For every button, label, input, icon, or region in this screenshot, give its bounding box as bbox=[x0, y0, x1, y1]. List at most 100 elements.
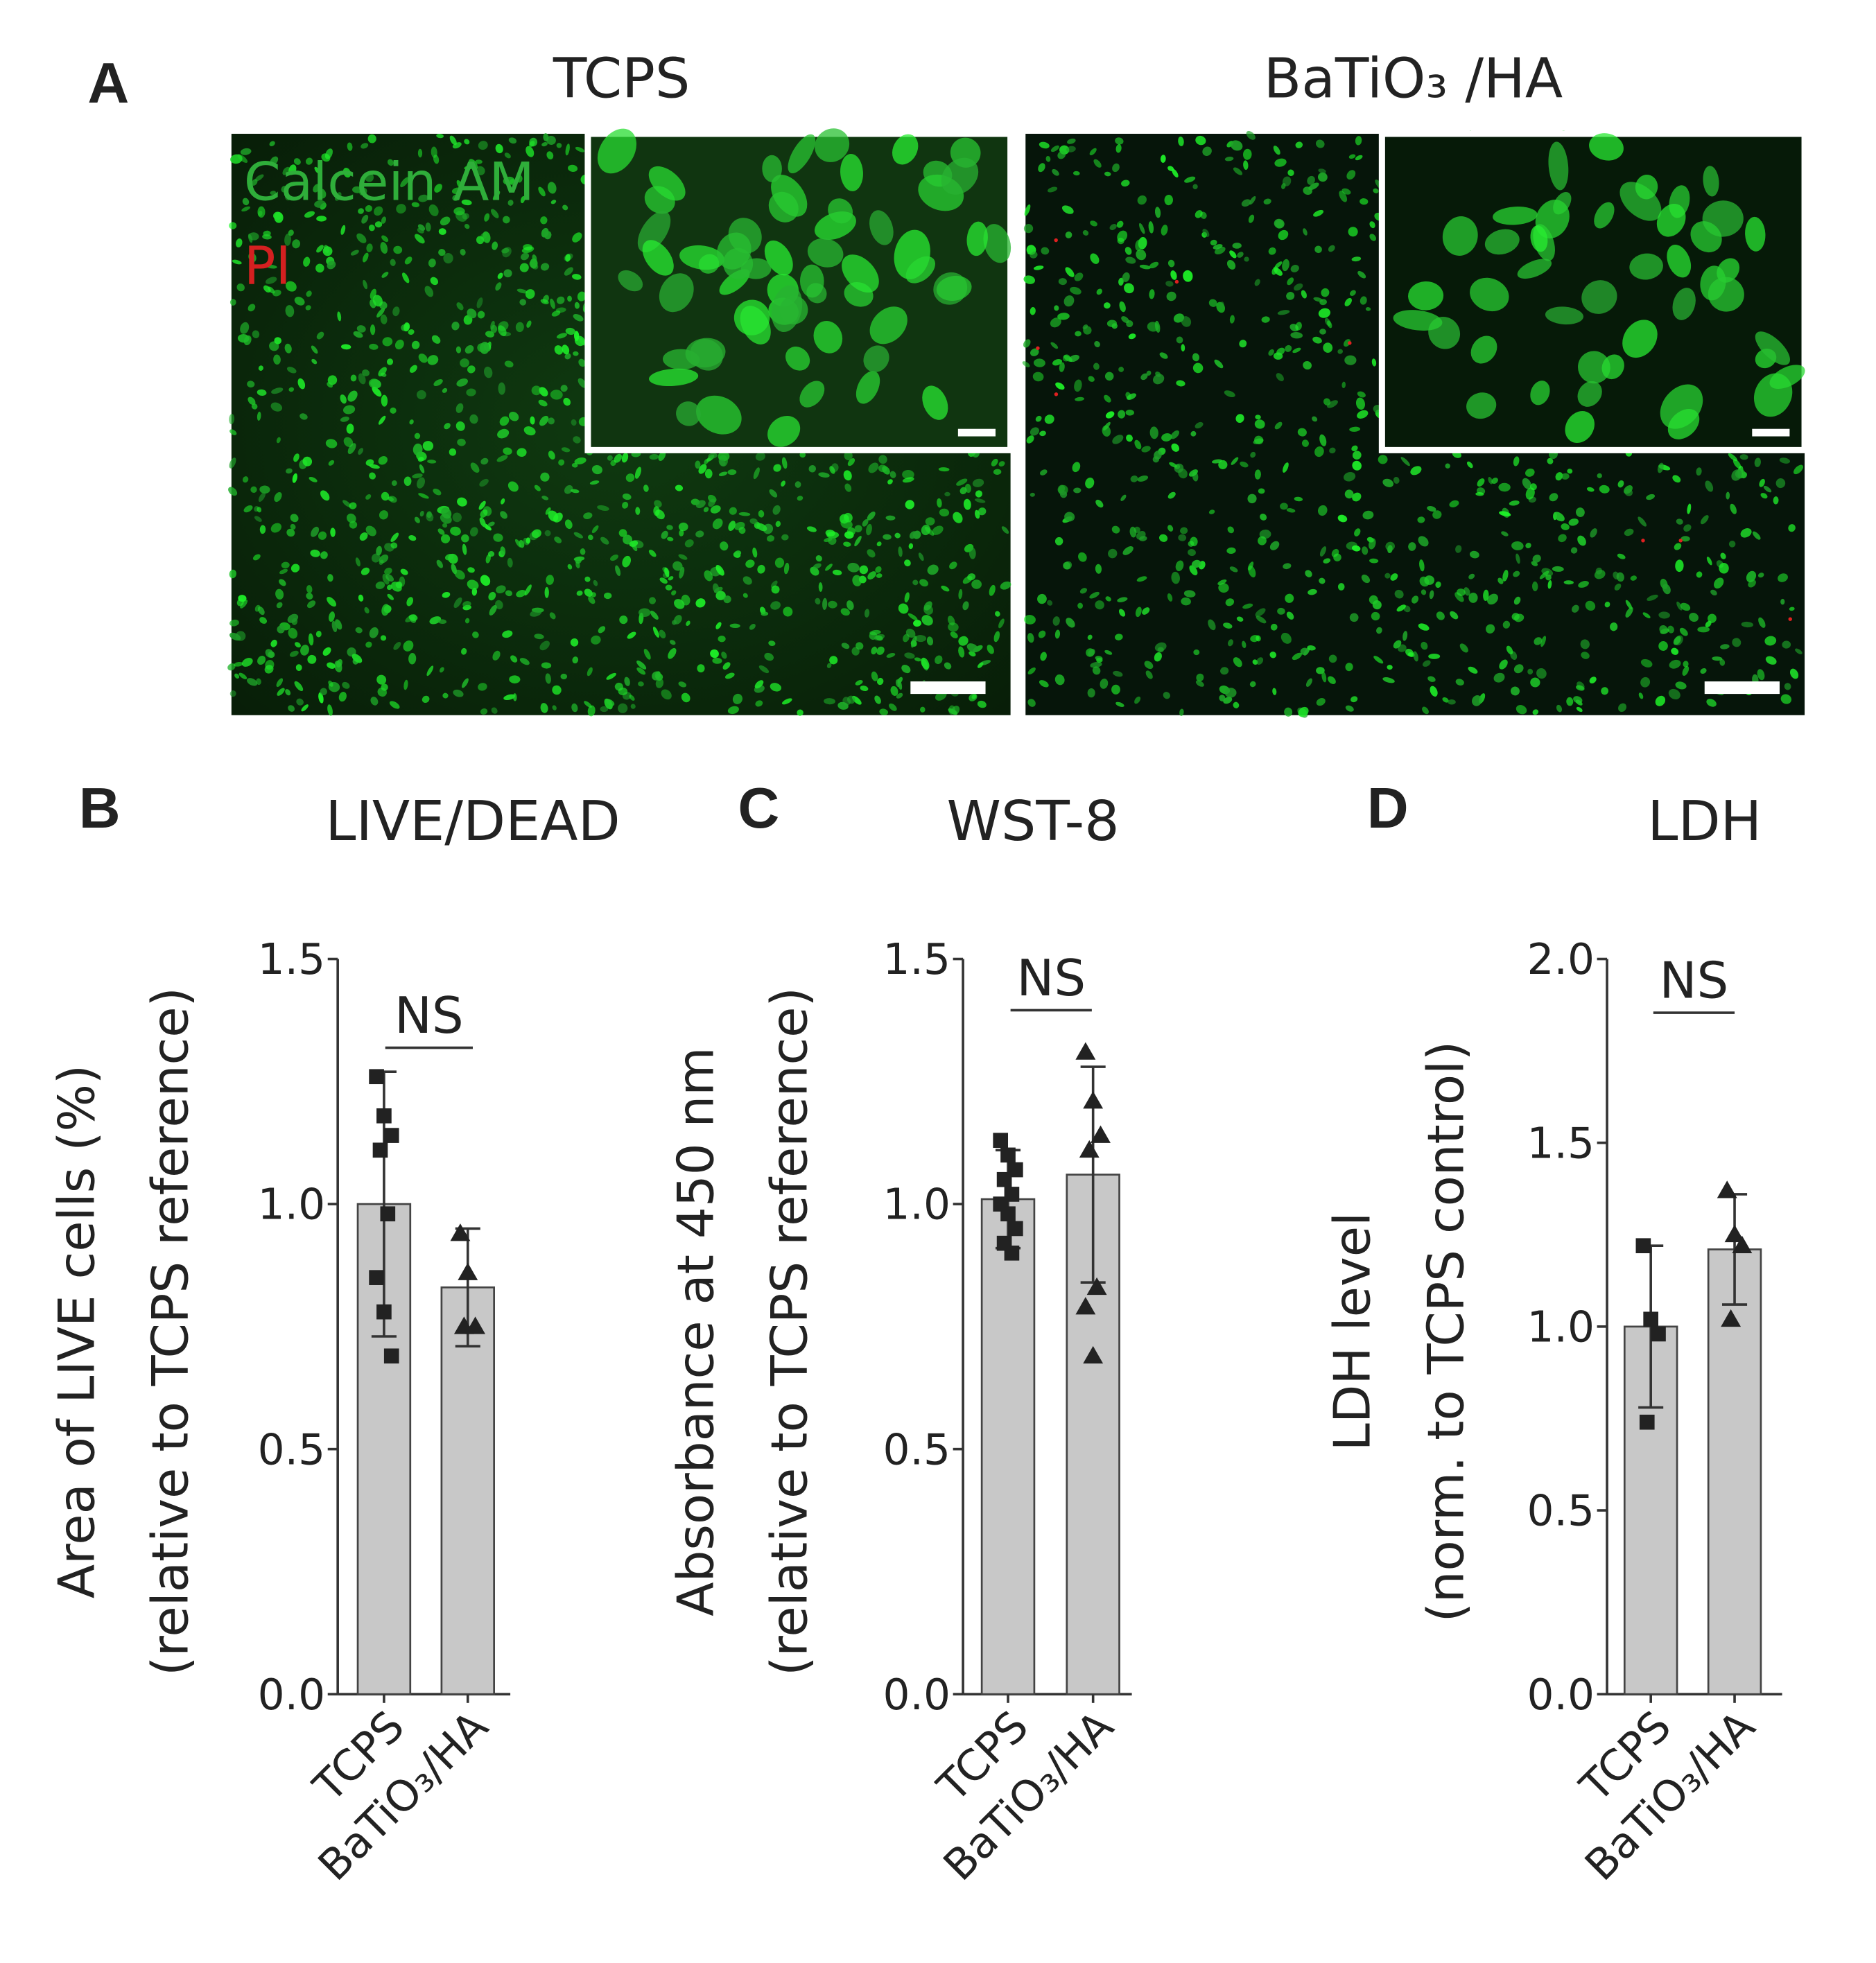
cell bbox=[504, 360, 514, 368]
cell bbox=[327, 382, 333, 388]
cell bbox=[1073, 487, 1082, 494]
cell bbox=[727, 706, 739, 715]
y-axis-label: (relative to TCPS reference) bbox=[761, 987, 819, 1676]
cell bbox=[1484, 229, 1520, 255]
cell bbox=[523, 426, 536, 436]
cell bbox=[659, 577, 668, 584]
cell bbox=[241, 658, 253, 667]
cell bbox=[1027, 249, 1034, 254]
cell bbox=[440, 216, 451, 226]
y-tick-label: 1.0 bbox=[883, 1180, 951, 1230]
cell bbox=[387, 159, 394, 166]
chart-title: LIVE/DEAD bbox=[325, 789, 620, 853]
cell bbox=[408, 535, 417, 541]
cell bbox=[273, 354, 281, 365]
cell bbox=[427, 355, 439, 365]
cell bbox=[666, 525, 673, 530]
cell bbox=[1282, 259, 1289, 272]
cell bbox=[376, 308, 385, 318]
cell bbox=[526, 320, 532, 328]
cell bbox=[842, 254, 879, 293]
cell bbox=[576, 591, 583, 596]
cell bbox=[1657, 462, 1664, 473]
cell bbox=[1231, 457, 1239, 465]
cell bbox=[1298, 706, 1309, 717]
cell bbox=[1024, 204, 1031, 216]
cell bbox=[1625, 600, 1633, 610]
cell bbox=[1307, 175, 1315, 185]
cell bbox=[897, 679, 903, 690]
cell bbox=[1638, 692, 1644, 699]
cell bbox=[455, 421, 465, 431]
cell bbox=[1088, 376, 1095, 382]
cell bbox=[1464, 587, 1470, 596]
cell bbox=[1339, 191, 1348, 202]
cell bbox=[1394, 589, 1404, 599]
cell bbox=[1548, 141, 1569, 191]
cell bbox=[370, 324, 376, 335]
cell bbox=[467, 579, 479, 590]
cell bbox=[1319, 329, 1326, 335]
cell bbox=[372, 386, 382, 397]
cell bbox=[939, 508, 950, 517]
cell bbox=[1229, 315, 1235, 324]
cell bbox=[1312, 416, 1318, 422]
cell bbox=[1350, 696, 1358, 703]
cell bbox=[636, 660, 647, 670]
cell bbox=[1256, 616, 1267, 624]
cell bbox=[1328, 654, 1337, 663]
cell bbox=[403, 322, 410, 332]
cell bbox=[1022, 361, 1030, 367]
cell bbox=[1088, 649, 1095, 656]
cell bbox=[875, 635, 883, 641]
cell bbox=[464, 223, 470, 229]
point bbox=[372, 1142, 388, 1158]
cell bbox=[732, 693, 742, 705]
cell bbox=[638, 608, 651, 617]
cell bbox=[1795, 648, 1803, 654]
cell bbox=[1331, 548, 1339, 557]
cell bbox=[734, 521, 745, 530]
cell bbox=[1142, 607, 1150, 615]
cell bbox=[1345, 705, 1354, 712]
cell bbox=[1180, 527, 1188, 534]
cell bbox=[865, 609, 870, 618]
cell bbox=[1525, 543, 1531, 549]
cell bbox=[452, 142, 462, 149]
cell bbox=[846, 695, 856, 704]
cell bbox=[896, 692, 903, 699]
cell bbox=[921, 657, 930, 670]
cell bbox=[365, 459, 374, 466]
cell bbox=[434, 184, 442, 193]
cell bbox=[541, 662, 552, 669]
cell bbox=[519, 299, 527, 306]
cell bbox=[1165, 281, 1174, 287]
cell bbox=[668, 647, 677, 659]
cell bbox=[1247, 561, 1254, 570]
cell bbox=[959, 487, 967, 495]
cell bbox=[1755, 331, 1790, 365]
cell bbox=[1295, 322, 1302, 331]
cell bbox=[549, 612, 556, 620]
cell bbox=[1136, 249, 1147, 261]
cell bbox=[1378, 455, 1388, 464]
cell bbox=[307, 654, 317, 664]
cell bbox=[1349, 613, 1359, 622]
cell bbox=[1442, 216, 1478, 256]
cell bbox=[1052, 359, 1062, 366]
cell bbox=[247, 304, 256, 312]
cell bbox=[275, 588, 284, 600]
cell bbox=[480, 342, 490, 354]
cell bbox=[752, 547, 758, 558]
cell bbox=[1089, 148, 1097, 156]
cell bbox=[571, 463, 578, 468]
cell bbox=[854, 535, 862, 547]
cell bbox=[1337, 349, 1343, 354]
cell bbox=[1104, 394, 1111, 403]
cell bbox=[337, 311, 342, 322]
cell bbox=[1417, 516, 1425, 523]
cell bbox=[1112, 163, 1120, 173]
cell bbox=[464, 618, 470, 624]
cell bbox=[1114, 634, 1123, 640]
cell bbox=[259, 525, 266, 534]
